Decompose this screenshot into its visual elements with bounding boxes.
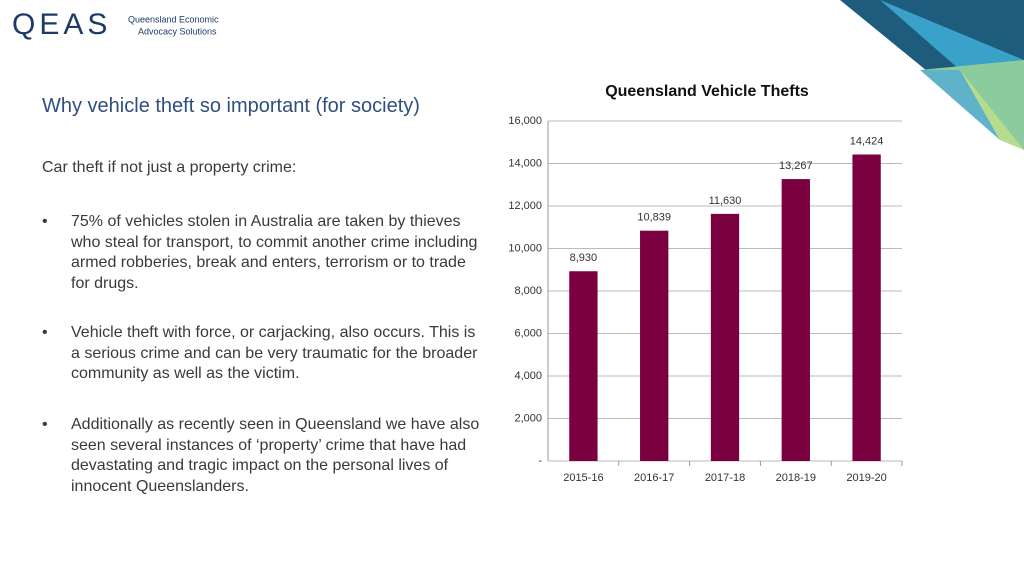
intro: Car theft if not just a property crime:	[42, 159, 297, 176]
heading: Why vehicle theft so important (for soci…	[42, 95, 420, 117]
x-tick-label: 2019-20	[846, 472, 886, 484]
bar	[710, 213, 740, 461]
y-tick-label: 14,000	[508, 157, 542, 169]
value-label: 13,267	[779, 160, 813, 172]
decoration	[920, 70, 1000, 140]
org-name: Advocacy Solutions	[138, 26, 217, 36]
value-label: 14,424	[850, 135, 884, 147]
value-label: 10,839	[637, 212, 671, 224]
x-tick-label: 2015-16	[563, 472, 603, 484]
x-tick-label: 2018-19	[776, 472, 816, 484]
bullet: 75% of vehicles stolen in Australia are …	[42, 212, 483, 294]
x-tick-label: 2016-17	[634, 472, 674, 484]
bullet: Vehicle theft with force, or carjacking,…	[42, 323, 483, 385]
bar	[569, 271, 598, 461]
bar	[640, 230, 669, 461]
y-tick-label: -	[538, 455, 542, 467]
y-tick-label: 2,000	[514, 412, 542, 424]
y-tick-label: 10,000	[508, 242, 542, 254]
org-name: Queensland Economic	[128, 14, 219, 24]
decoration	[880, 0, 1024, 70]
logo: QEAS	[12, 8, 111, 41]
value-label: 11,630	[709, 195, 742, 207]
y-tick-label: 4,000	[514, 370, 542, 382]
y-tick-label: 12,000	[508, 200, 542, 212]
chart-title: Queensland Vehicle Thefts	[605, 83, 809, 100]
value-label: 8,930	[570, 252, 598, 264]
y-tick-label: 6,000	[514, 327, 542, 339]
bar	[852, 154, 881, 462]
y-tick-label: 8,000	[514, 285, 542, 297]
y-tick-label: 16,000	[508, 115, 542, 127]
x-tick-label: 2017-18	[705, 472, 745, 484]
bullet: Additionally as recently seen in Queensl…	[42, 415, 483, 497]
decoration	[960, 70, 1024, 150]
bar	[781, 179, 810, 462]
